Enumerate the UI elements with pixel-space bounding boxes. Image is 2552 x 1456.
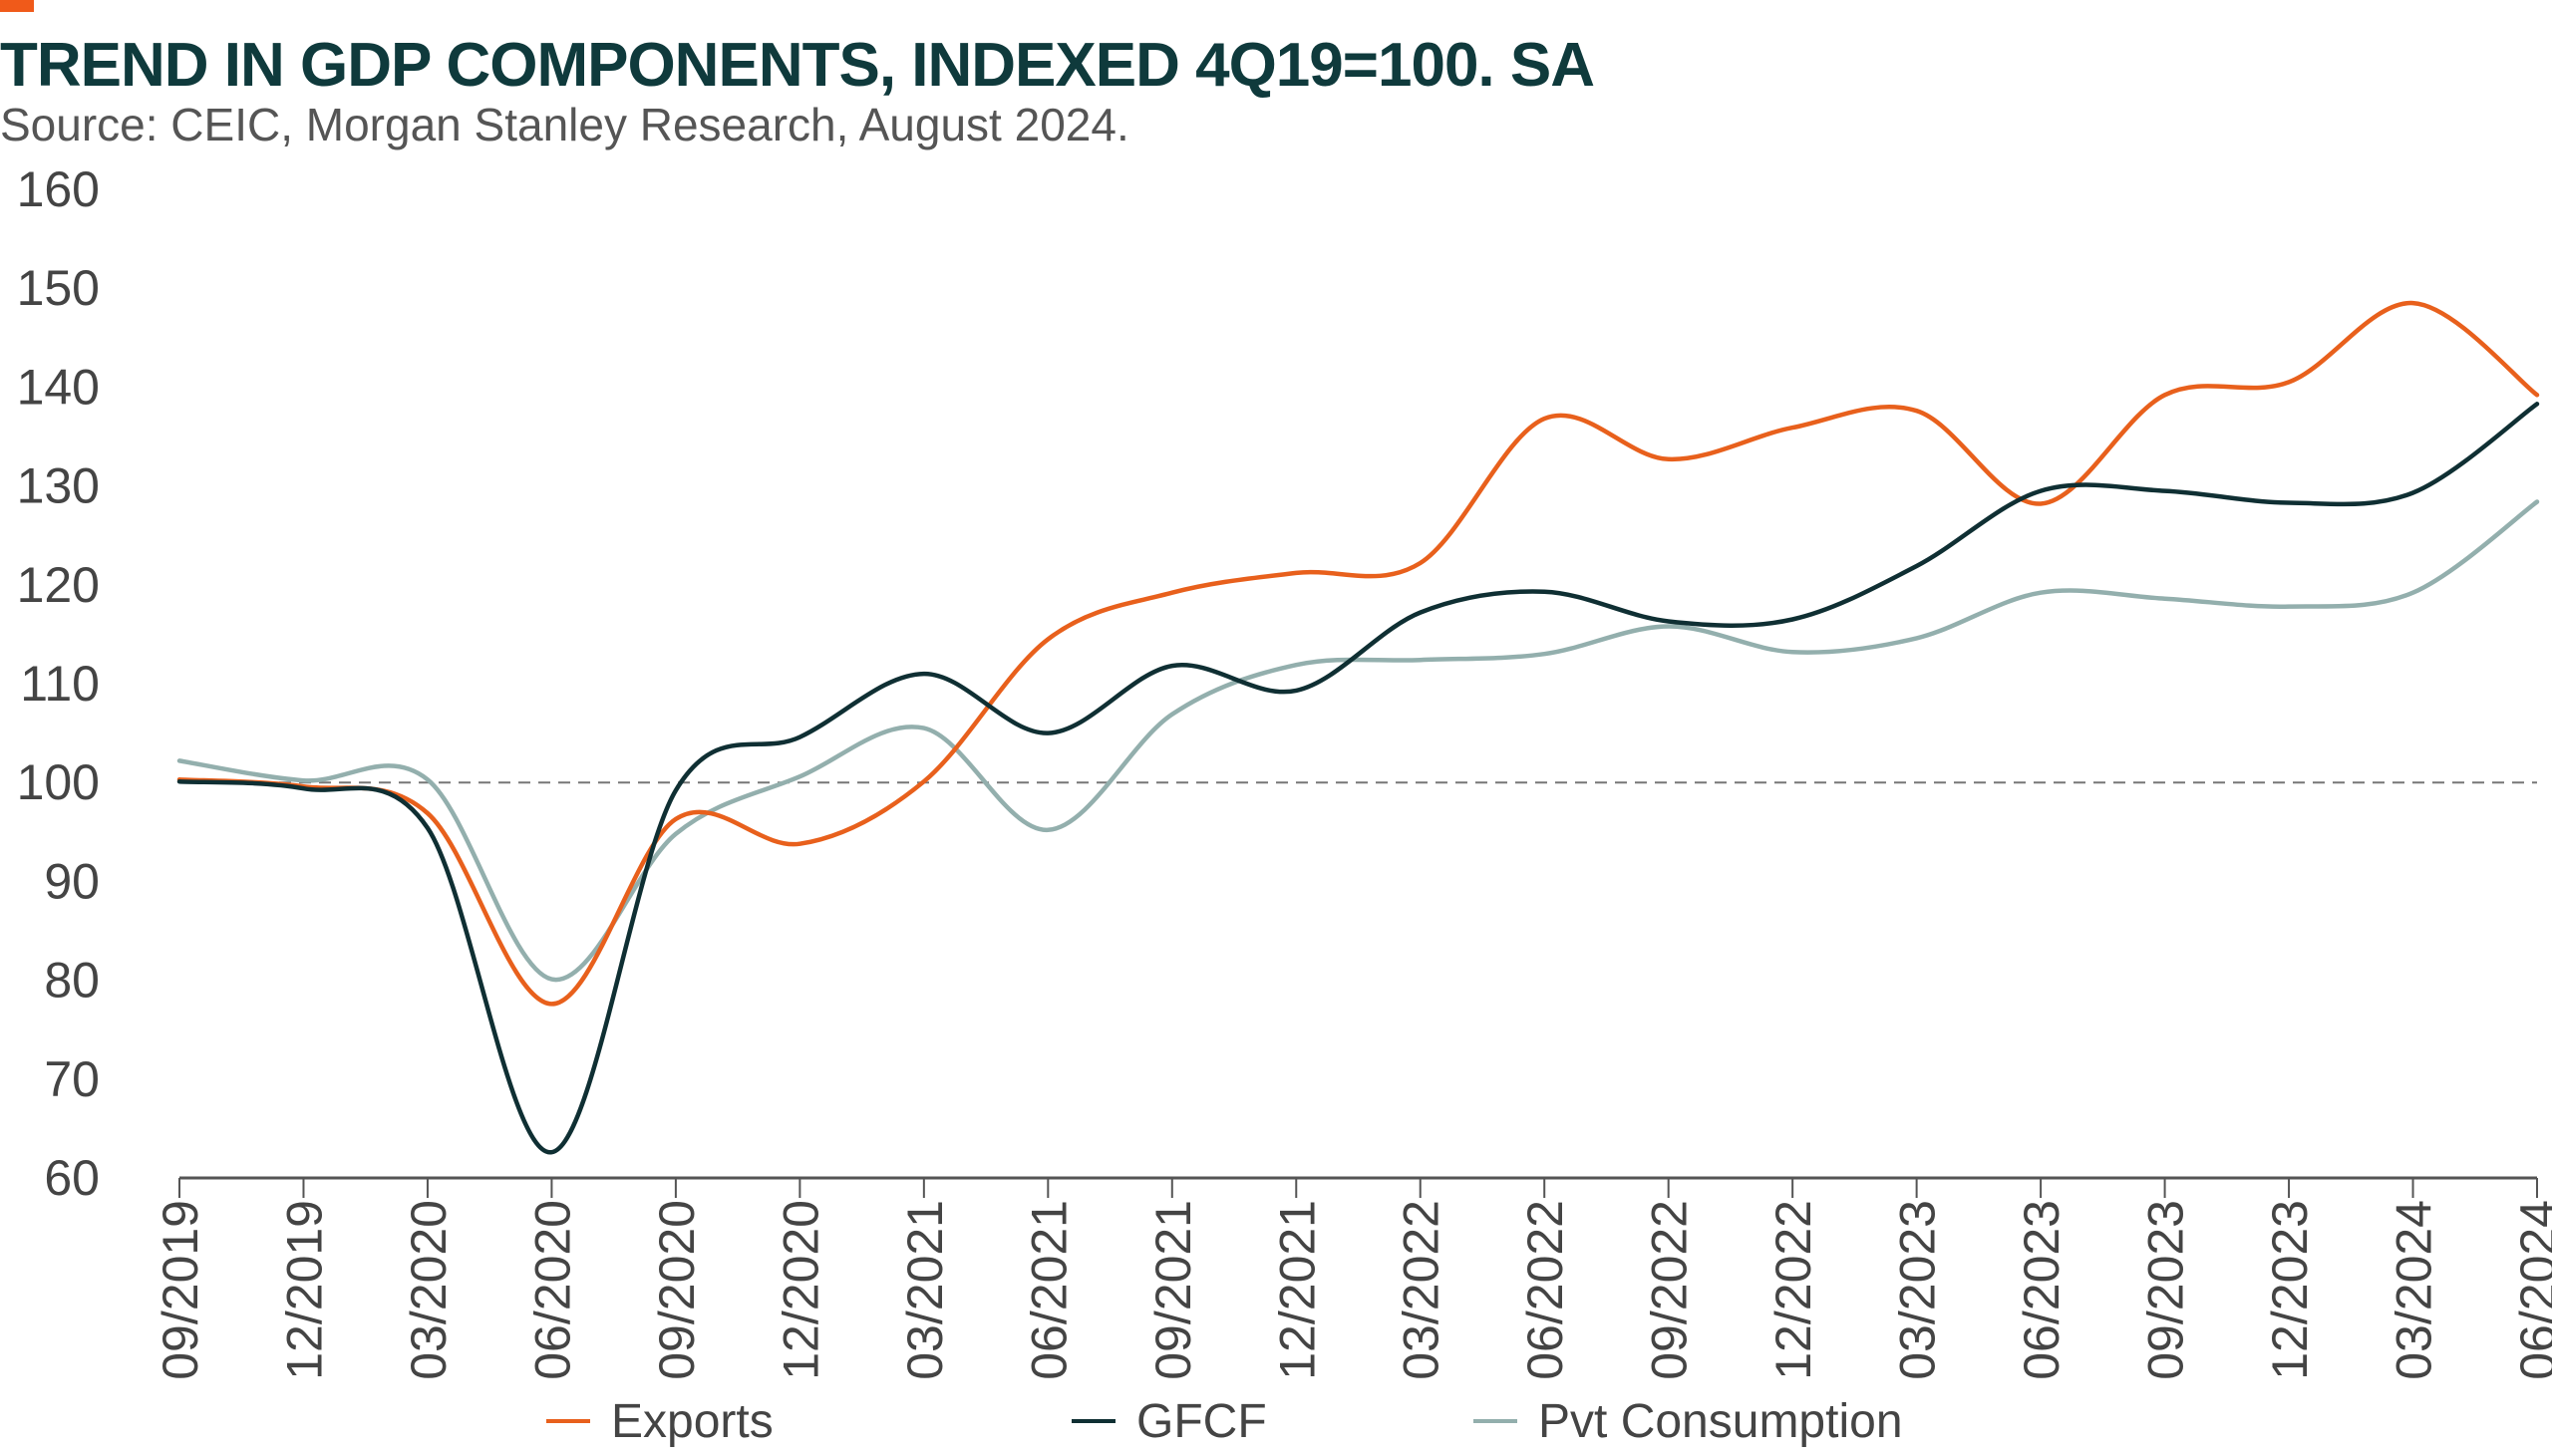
legend-label-pvt-consumption: Pvt Consumption [1538,1395,1903,1448]
y-tick-label: 110 [20,656,100,712]
x-tick-label: 03/2021 [897,1200,953,1380]
x-tick-label: 03/2022 [1394,1200,1449,1380]
x-tick-label: 09/2023 [2138,1200,2194,1380]
y-tick-label: 60 [44,1150,100,1206]
x-tick-label: 09/2019 [153,1200,208,1380]
y-tick-label: 120 [17,557,100,613]
x-tick-label: 03/2023 [1890,1200,1946,1380]
legend-label-exports: Exports [611,1395,774,1448]
series-line-gfcf [176,402,2540,1155]
x-tick-label: 12/2020 [773,1200,828,1380]
x-tick-label: 12/2021 [1269,1200,1325,1380]
x-tick-label: 09/2020 [649,1200,705,1380]
y-tick-label: 100 [17,754,100,810]
series-line-pvt-consumption [176,499,2540,982]
x-tick-label: 12/2023 [2262,1200,2318,1380]
series-line-exports [176,300,2540,1007]
x-tick-label: 09/2021 [1145,1200,1201,1380]
x-tick-label: 12/2019 [276,1200,332,1380]
y-axis-ticks: 160 150 140 130 120 110 100 90 80 70 60 [17,161,100,1206]
y-tick-label: 80 [44,953,100,1009]
chart-source: Source: CEIC, Morgan Stanley Research, A… [0,99,1129,150]
accent-bar [0,0,34,12]
x-tick-label: 06/2022 [1517,1200,1573,1380]
series-layer [176,300,2540,1155]
x-tick-label: 06/2023 [2014,1200,2070,1380]
legend: Exports GFCF Pvt Consumption [546,1395,1903,1448]
x-tick-label: 03/2020 [401,1200,457,1380]
y-tick-label: 90 [44,853,100,909]
x-tick-label: 06/2021 [1021,1200,1077,1380]
y-tick-label: 130 [17,458,100,514]
legend-label-gfcf: GFCF [1136,1395,1267,1448]
y-tick-label: 70 [44,1051,100,1107]
x-tick-label: 06/2024 [2510,1200,2552,1380]
x-tick-label: 06/2020 [524,1200,580,1380]
chart-title: TREND IN GDP COMPONENTS, INDEXED 4Q19=10… [0,31,1595,100]
x-axis-ticks: 09/2019 12/2019 03/2020 06/2020 09/2020 12/20… [153,1178,2552,1380]
x-tick-label: 12/2022 [1765,1200,1821,1380]
y-tick-label: 160 [17,161,100,217]
y-tick-label: 150 [17,260,100,316]
x-tick-label: 03/2024 [2387,1200,2442,1380]
y-tick-label: 140 [17,359,100,415]
x-tick-label: 09/2022 [1642,1200,1698,1380]
